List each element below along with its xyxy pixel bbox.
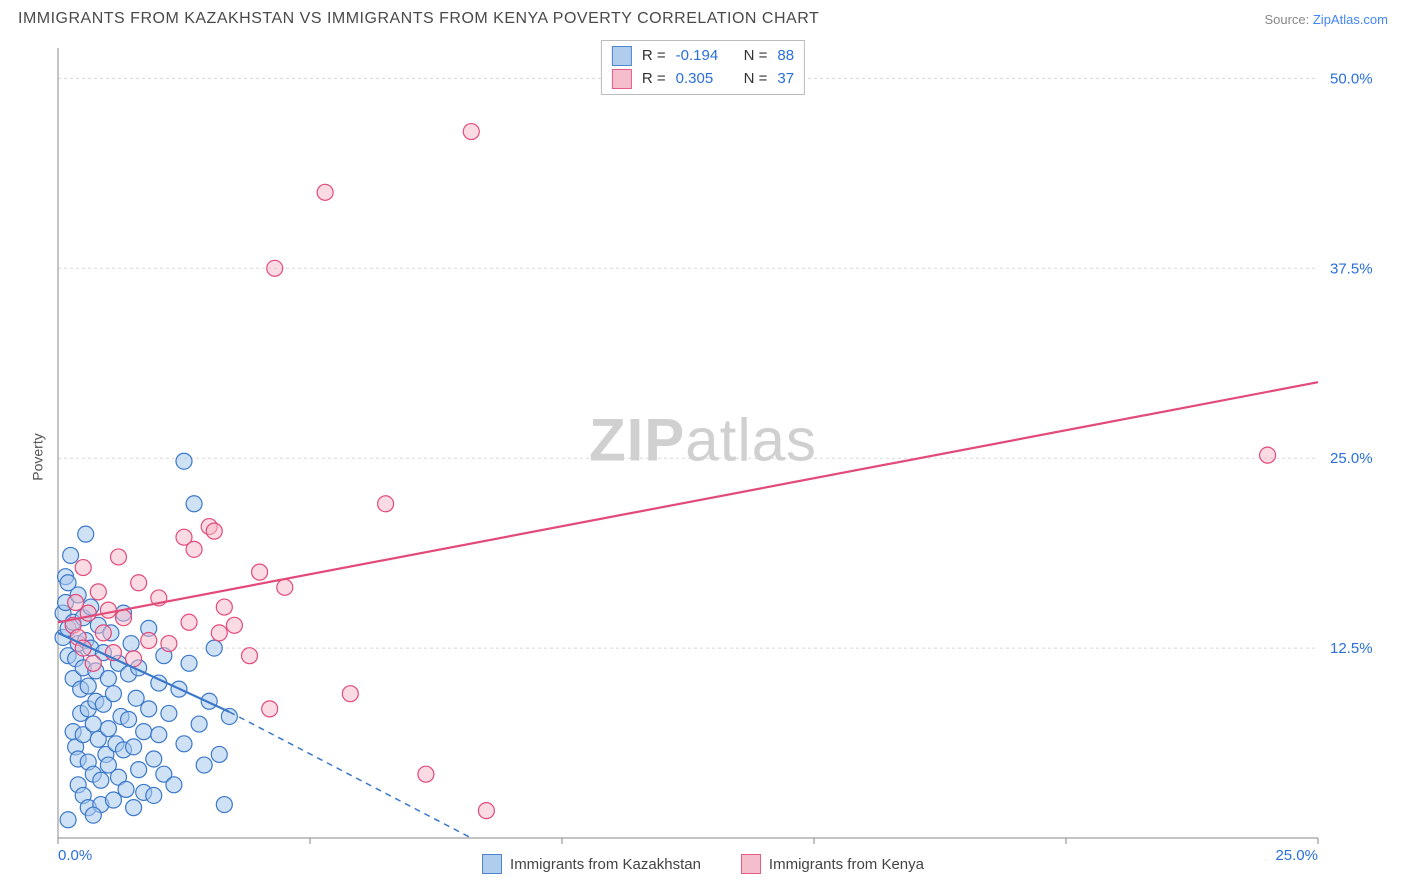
data-point: [105, 686, 121, 702]
data-point: [226, 617, 242, 633]
data-point: [176, 453, 192, 469]
data-point: [85, 716, 101, 732]
svg-text:37.5%: 37.5%: [1330, 260, 1373, 277]
svg-text:12.5%: 12.5%: [1330, 640, 1373, 657]
chart-title: IMMIGRANTS FROM KAZAKHSTAN VS IMMIGRANTS…: [18, 10, 819, 28]
data-point: [378, 496, 394, 512]
correlation-legend: R =-0.194N =88R =0.305N =37: [601, 40, 805, 95]
series-legend: Immigrants from Kazakhstan Immigrants fro…: [482, 854, 924, 874]
data-point: [277, 579, 293, 595]
data-point: [161, 705, 177, 721]
data-point: [68, 595, 84, 611]
source-link[interactable]: ZipAtlas.com: [1313, 12, 1388, 27]
legend-swatch: [612, 69, 632, 89]
data-point: [105, 792, 121, 808]
svg-text:25.0%: 25.0%: [1330, 450, 1373, 467]
data-point: [128, 690, 144, 706]
data-point: [116, 610, 132, 626]
scatter-plot: 12.5% 25.0% 37.5% 50.0% 0.0% 25.0%: [18, 40, 1388, 874]
data-point: [267, 260, 283, 276]
data-point: [216, 797, 232, 813]
data-point: [161, 636, 177, 652]
data-point: [317, 184, 333, 200]
trend-line-extrapolated: [229, 712, 471, 838]
data-point: [100, 721, 116, 737]
legend-swatch: [612, 46, 632, 66]
data-point: [216, 599, 232, 615]
data-point: [186, 541, 202, 557]
data-point: [181, 614, 197, 630]
chart-area: Poverty ZIPatlas 12.5%25.0%37.5%50.0%0.0…: [18, 40, 1388, 874]
data-point: [151, 727, 167, 743]
data-point: [141, 701, 157, 717]
series-legend-item: Immigrants from Kazakhstan: [482, 854, 701, 874]
data-point: [100, 602, 116, 618]
data-point: [463, 124, 479, 140]
data-point: [131, 575, 147, 591]
data-point: [181, 655, 197, 671]
svg-text:0.0%: 0.0%: [58, 847, 92, 864]
data-point: [85, 655, 101, 671]
data-point: [211, 625, 227, 641]
data-point: [201, 693, 217, 709]
data-point: [90, 584, 106, 600]
data-point: [136, 724, 152, 740]
data-point: [191, 716, 207, 732]
data-point: [123, 636, 139, 652]
series-name: Immigrants from Kenya: [769, 856, 924, 873]
data-point: [60, 812, 76, 828]
svg-text:50.0%: 50.0%: [1330, 70, 1373, 87]
data-point: [418, 766, 434, 782]
data-point: [342, 686, 358, 702]
data-point: [80, 605, 96, 621]
source-attribution: Source: ZipAtlas.com: [1264, 12, 1388, 27]
data-point: [85, 807, 101, 823]
data-point: [80, 678, 96, 694]
data-point: [141, 633, 157, 649]
data-point: [242, 648, 258, 664]
data-point: [126, 800, 142, 816]
data-point: [110, 549, 126, 565]
data-point: [93, 772, 109, 788]
data-point: [63, 547, 79, 563]
data-point: [252, 564, 268, 580]
series-legend-item: Immigrants from Kenya: [741, 854, 924, 874]
data-point: [126, 739, 142, 755]
data-point: [196, 757, 212, 773]
data-point: [131, 762, 147, 778]
data-point: [78, 526, 94, 542]
data-point: [121, 712, 137, 728]
svg-text:25.0%: 25.0%: [1275, 847, 1318, 864]
data-point: [100, 670, 116, 686]
data-point: [206, 523, 222, 539]
data-point: [176, 736, 192, 752]
data-point: [262, 701, 278, 717]
y-axis-label: Poverty: [30, 433, 46, 480]
data-point: [186, 496, 202, 512]
data-point: [95, 625, 111, 641]
data-point: [1260, 447, 1276, 463]
legend-swatch: [741, 854, 761, 874]
data-point: [146, 751, 162, 767]
data-point: [478, 803, 494, 819]
series-name: Immigrants from Kazakhstan: [510, 856, 701, 873]
data-point: [118, 781, 134, 797]
trend-line: [58, 382, 1318, 622]
legend-row: R =-0.194N =88: [612, 45, 794, 68]
data-point: [146, 787, 162, 803]
data-point: [211, 746, 227, 762]
legend-swatch: [482, 854, 502, 874]
data-point: [166, 777, 182, 793]
data-point: [75, 560, 91, 576]
legend-row: R =0.305N =37: [612, 68, 794, 91]
data-point: [206, 640, 222, 656]
